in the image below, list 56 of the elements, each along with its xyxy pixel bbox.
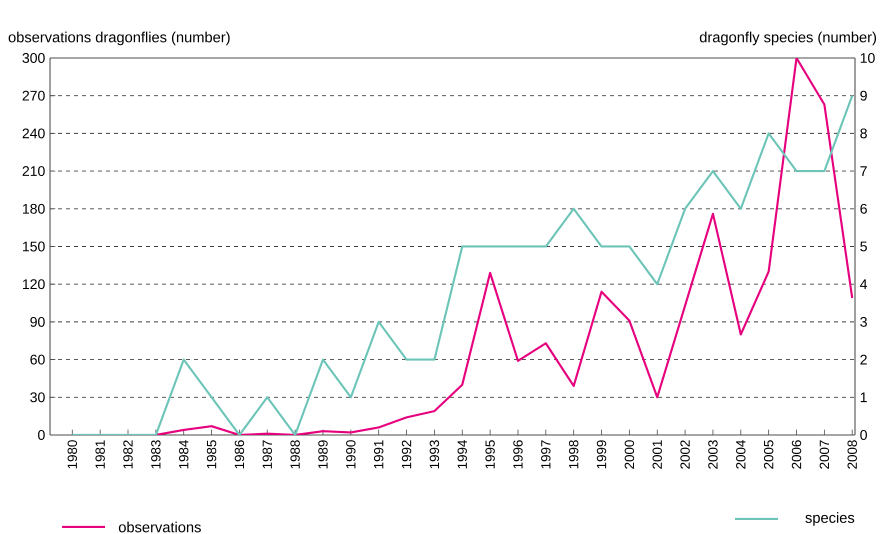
y2-tick-label: 9 [860,90,867,101]
y-axis-title: observations dragonflies (number) [8,32,230,46]
x-tick-label: 2008 [848,440,857,469]
x-tick-label: 2001 [652,440,662,469]
x-tick-label: 1993 [430,440,440,468]
y2-tick-label: 2 [860,354,867,364]
x-tick-label: 2004 [736,440,746,469]
x-tick-label: 1992 [402,440,412,468]
line-series [154,58,854,435]
x-tick-label: 1982 [123,440,133,468]
y-tick-label: 60 [30,354,45,365]
x-tick-label: 1987 [262,440,272,468]
legend-label: observations [118,522,201,532]
y2-tick-label: 5 [860,242,867,252]
y-tick-label: 90 [30,316,45,327]
x-tick-label: 2000 [624,440,634,469]
y-tick-label: 300 [22,53,45,63]
x-tick-label: 2006 [792,440,802,469]
y2-tick-label: 10 [860,53,875,63]
y-tick-label: 210 [22,166,45,176]
y2-axis-title: dragonfly species (number) [700,32,876,46]
y2-tick-label: 3 [860,316,867,327]
y-tick-label: 150 [23,242,45,252]
x-tick-label: 1999 [596,440,606,468]
x-tick-label: 1986 [234,440,244,468]
legend-label: species [805,512,854,526]
y-tick-label: 30 [30,392,45,402]
x-tick-label: 1996 [513,440,523,468]
x-tick-label: 2003 [708,440,718,469]
y-tick-label: 270 [22,90,45,101]
y2-tick-label: 8 [860,128,867,138]
x-tick-label: 2007 [820,440,830,469]
x-tick-label: 2002 [680,440,690,469]
y-tick-label: 240 [22,128,45,138]
y-tick-label: 180 [23,204,45,214]
x-tick-label: 2005 [764,440,774,469]
x-tick-label: 1988 [290,440,300,468]
x-tick-label: 1991 [374,440,384,468]
x-tick-label: 1985 [206,440,216,468]
x-tick-label: 1994 [458,440,467,468]
x-tick-label: 1990 [346,440,356,468]
y-tick-label: 120 [23,279,45,290]
x-tick-label: 1998 [568,440,578,468]
y-tick-label: 0 [38,430,45,440]
x-tick-label: 1983 [151,440,161,468]
y2-tick-label: 7 [860,166,867,176]
x-tick-label: 1980 [68,440,78,468]
y2-tick-label: 4 [860,279,868,289]
x-tick-label: 1997 [541,440,551,468]
x-tick-label: 1981 [95,440,105,468]
x-tick-label: 1995 [485,440,495,468]
y2-tick-label: 0 [860,430,867,440]
y2-tick-label: 6 [860,204,867,214]
x-tick-label: 1989 [318,440,328,468]
y2-tick-label: 1 [860,392,867,402]
x-tick-label: 1984 [178,440,188,468]
